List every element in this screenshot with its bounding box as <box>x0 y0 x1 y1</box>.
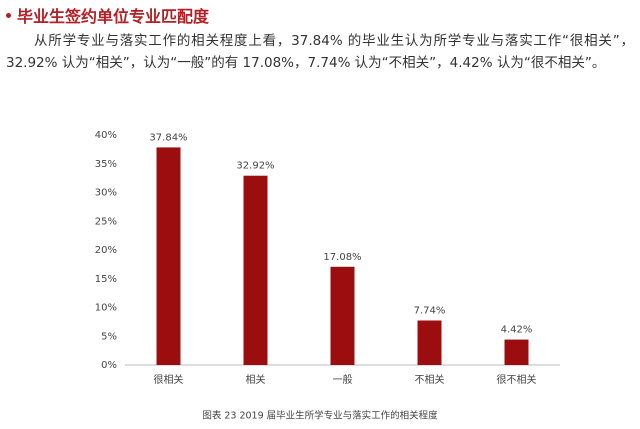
heading: 毕业生签约单位专业匹配度 <box>17 7 210 26</box>
y-tick-label: 40% <box>95 130 117 141</box>
y-tick-label: 15% <box>95 274 117 285</box>
y-tick-label: 10% <box>95 303 117 314</box>
value-label: 4.42% <box>501 325 533 336</box>
bullet <box>6 12 11 18</box>
y-tick-label: 20% <box>95 245 117 256</box>
y-tick-label: 0% <box>101 360 117 371</box>
bar <box>156 147 181 365</box>
paragraph: 从所学专业与落实工作的相关程度上看，37.84% 的毕业生认为所学专业与落实工作… <box>6 33 634 71</box>
y-tick-label: 25% <box>95 216 117 227</box>
heading-row: 毕业生签约单位专业匹配度 <box>6 3 209 27</box>
value-label: 32.92% <box>236 161 274 172</box>
bar <box>417 320 442 365</box>
x-tick-label: 相关 <box>246 373 266 386</box>
x-tick-label: 很不相关 <box>497 373 537 386</box>
bar <box>243 175 268 365</box>
y-tick-label: 30% <box>95 188 117 199</box>
x-tick-label: 一般 <box>333 373 353 386</box>
value-label: 17.08% <box>323 252 361 263</box>
y-tick-label: 5% <box>101 331 117 342</box>
value-label: 37.84% <box>149 132 187 143</box>
bar <box>504 339 529 365</box>
value-label: 7.74% <box>414 305 446 316</box>
x-tick-label: 很相关 <box>154 373 184 386</box>
chart-caption: 图表 23 2019 届毕业生所学专业与落实工作的相关程度 <box>202 410 438 422</box>
y-tick-label: 35% <box>95 159 117 170</box>
bar <box>330 266 355 365</box>
x-tick-label: 不相关 <box>415 373 445 386</box>
